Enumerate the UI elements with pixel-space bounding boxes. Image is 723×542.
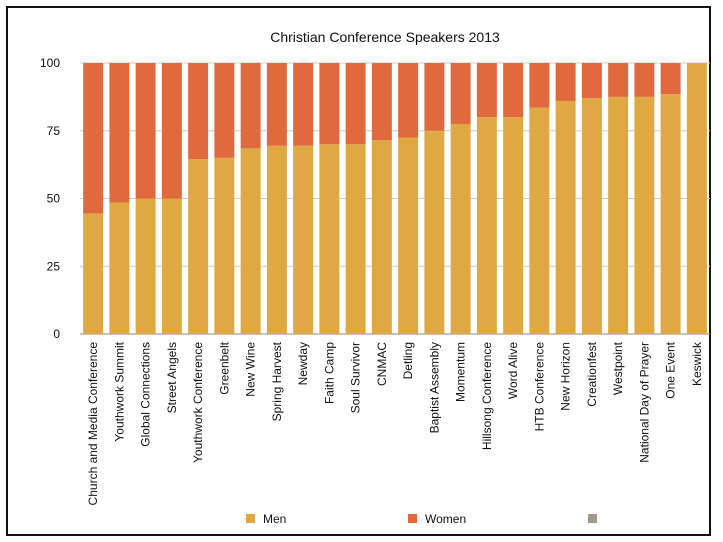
x-axis-category-labels: Church and Media Conference Youthwork Sum… <box>86 341 704 505</box>
bar-men-19 <box>581 98 602 334</box>
bar-men-3 <box>161 198 182 334</box>
bar-women-5 <box>214 63 235 158</box>
legend-swatch <box>246 514 255 523</box>
bar-women-20 <box>608 63 629 97</box>
x-category-label: Momentum <box>454 342 468 402</box>
x-category-label: HTB Conference <box>532 342 546 432</box>
bar-women-0 <box>83 63 104 214</box>
y-tick-label: 75 <box>47 124 61 138</box>
x-category-label: Street Angels <box>165 342 179 413</box>
x-category-label: Global Connections <box>139 342 153 447</box>
bar-women-21 <box>634 63 655 97</box>
bar-women-7 <box>266 63 287 146</box>
x-category-label: National Day of Prayer <box>637 342 651 463</box>
bar-women-17 <box>529 63 550 108</box>
bar-women-11 <box>371 63 392 141</box>
bar-women-10 <box>345 63 366 145</box>
x-category-label: Detling <box>401 342 415 379</box>
x-category-label: Creationfest <box>585 341 599 406</box>
bar-women-14 <box>450 63 471 124</box>
x-category-label: Spring Harvest <box>270 341 284 421</box>
x-category-label: Soul Survivor <box>349 342 363 413</box>
bar-women-2 <box>135 63 156 199</box>
chart-title: Christian Conference Speakers 2013 <box>270 29 500 45</box>
bar-men-22 <box>660 94 681 334</box>
x-category-label: Hillsong Conference <box>480 342 494 450</box>
x-category-label: Youthwork Summit <box>112 341 126 441</box>
bar-men-0 <box>83 213 104 334</box>
bar-men-4 <box>188 159 209 334</box>
bar-women-13 <box>424 63 445 131</box>
bar-men-15 <box>476 117 497 334</box>
y-tick-label: 25 <box>47 259 61 273</box>
bar-men-13 <box>424 130 445 334</box>
bar-men-2 <box>135 198 156 334</box>
y-tick-label: 0 <box>53 327 60 341</box>
bar-men-1 <box>109 202 130 334</box>
bar-men-8 <box>293 145 314 334</box>
bars <box>83 63 707 334</box>
gridlines <box>80 62 710 335</box>
x-category-label: Youthwork Conference <box>191 342 205 463</box>
y-axis-ticks: 0 25 50 75 100 <box>40 56 60 341</box>
y-tick-label: 50 <box>47 192 61 206</box>
bar-women-6 <box>240 63 261 149</box>
x-category-label: Faith Camp <box>322 342 336 404</box>
legend: Men Women <box>246 512 597 526</box>
bar-men-14 <box>450 123 471 334</box>
legend-swatch <box>408 514 417 523</box>
x-category-label: Baptist Assembly <box>427 342 441 433</box>
bar-men-16 <box>503 117 524 334</box>
bar-women-3 <box>161 63 182 199</box>
bar-men-6 <box>240 148 261 334</box>
x-category-label: CNMAC <box>375 342 389 386</box>
bar-women-22 <box>660 63 681 95</box>
bar-men-12 <box>398 137 419 334</box>
legend-label: Men <box>263 512 286 526</box>
bar-women-12 <box>398 63 419 138</box>
x-category-label: Church and Media Conference <box>86 342 100 506</box>
bar-women-8 <box>293 63 314 146</box>
legend-swatch <box>588 514 597 523</box>
bar-men-20 <box>608 96 629 334</box>
bar-men-5 <box>214 157 235 334</box>
y-tick-label: 100 <box>40 56 60 70</box>
x-category-label: One Event <box>664 341 678 398</box>
x-category-label: New Horizon <box>559 342 573 411</box>
x-category-label: Word Alive <box>506 342 520 399</box>
bar-women-4 <box>188 63 209 160</box>
x-category-label: New Wine <box>244 342 258 397</box>
bar-men-9 <box>319 144 340 334</box>
bar-women-15 <box>476 63 497 118</box>
bar-women-18 <box>555 63 576 101</box>
x-category-label: Keswick <box>690 341 704 386</box>
x-category-label: Westpoint <box>611 341 625 395</box>
x-category-label: Newday <box>296 342 310 385</box>
bar-women-16 <box>503 63 524 118</box>
bar-women-19 <box>581 63 602 99</box>
bar-men-23 <box>686 63 707 334</box>
x-category-label: Greenbelt <box>217 341 231 394</box>
bar-men-7 <box>266 145 287 334</box>
bar-women-9 <box>319 63 340 145</box>
bar-women-1 <box>109 63 130 203</box>
bar-men-17 <box>529 107 550 334</box>
bar-men-10 <box>345 144 366 334</box>
bar-men-11 <box>371 140 392 334</box>
bar-men-21 <box>634 96 655 334</box>
bar-men-18 <box>555 100 576 334</box>
legend-label: Women <box>425 512 466 526</box>
